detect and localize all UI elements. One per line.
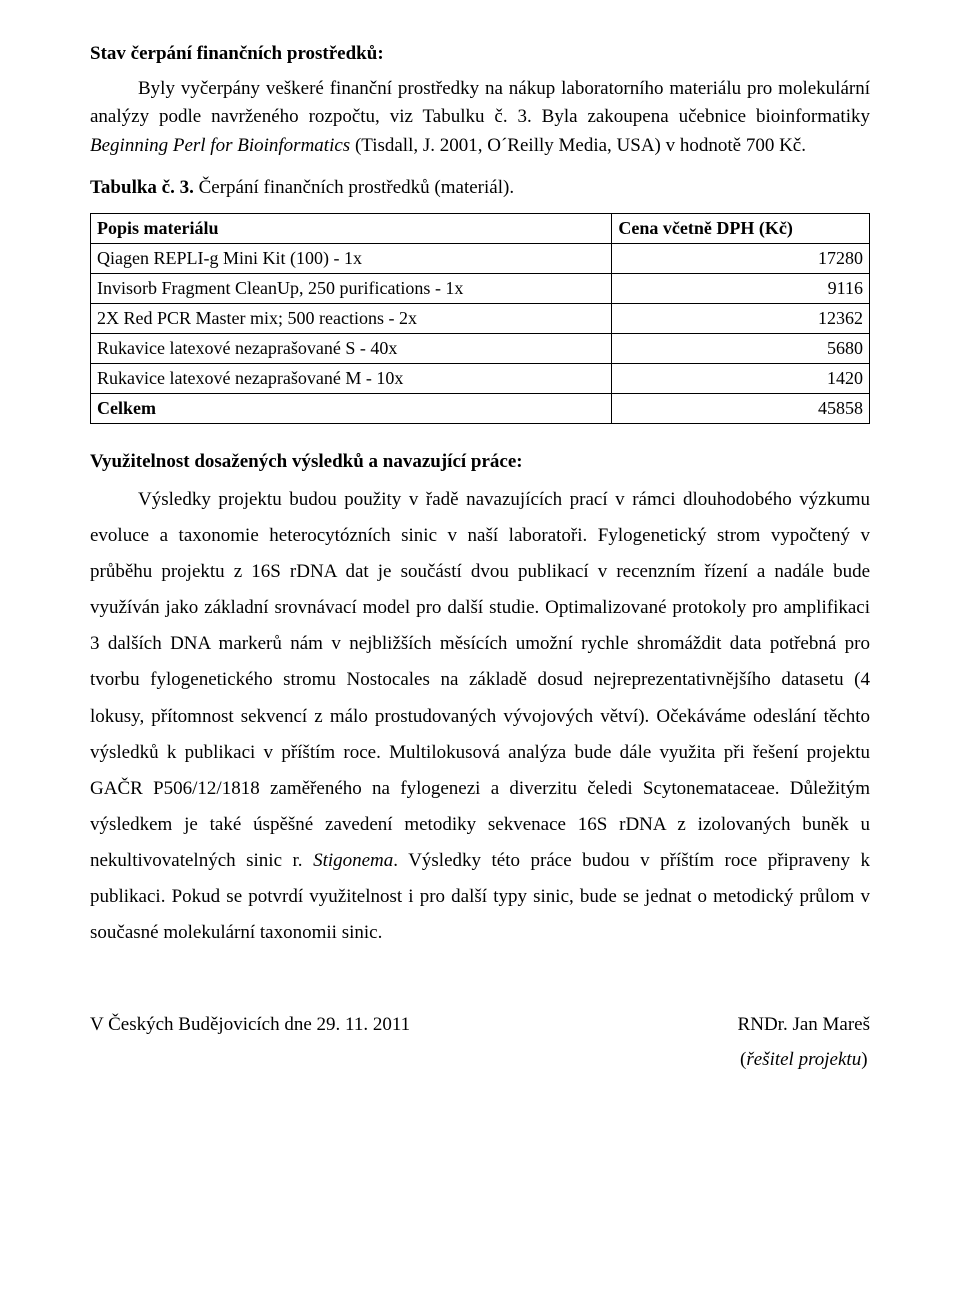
table-caption-rest: Čerpání finančních prostředků (materiál)… bbox=[194, 177, 514, 198]
cell-desc: Invisorb Fragment CleanUp, 250 purificat… bbox=[91, 273, 612, 303]
footer-right: RNDr. Jan Mareš (řešitel projektu) bbox=[738, 1011, 870, 1074]
p2-part-a: Výsledky projektu budou použity v řadě n… bbox=[90, 489, 870, 871]
table-total-row: Celkem 45858 bbox=[91, 393, 870, 423]
cell-desc: Rukavice latexové nezaprašované M - 10x bbox=[91, 363, 612, 393]
cell-desc: 2X Red PCR Master mix; 500 reactions - 2… bbox=[91, 303, 612, 333]
footer-author: RNDr. Jan Mareš bbox=[738, 1011, 870, 1040]
materials-table: Popis materiálu Cena včetně DPH (Kč) Qia… bbox=[90, 213, 870, 424]
col-header-popis: Popis materiálu bbox=[91, 213, 612, 243]
cell-price: 12362 bbox=[612, 303, 870, 333]
table-row: Rukavice latexové nezaprašované S - 40x … bbox=[91, 333, 870, 363]
cell-desc: Qiagen REPLI-g Mini Kit (100) - 1x bbox=[91, 243, 612, 273]
cell-price: 1420 bbox=[612, 363, 870, 393]
cell-price: 9116 bbox=[612, 273, 870, 303]
section2-paragraph: Výsledky projektu budou použity v řadě n… bbox=[90, 482, 870, 951]
footer-resitel: (řešitel projektu) bbox=[738, 1046, 870, 1075]
footer: V Českých Budějovicích dne 29. 11. 2011 … bbox=[90, 1011, 870, 1074]
p1-part-b-italic: Beginning Perl for Bioinformatics bbox=[90, 135, 350, 156]
section1-title: Stav čerpání finančních prostředků: bbox=[90, 40, 870, 69]
footer-left: V Českých Budějovicích dne 29. 11. 2011 bbox=[90, 1011, 410, 1074]
cell-total-label: Celkem bbox=[91, 393, 612, 423]
cell-price: 17280 bbox=[612, 243, 870, 273]
table-header-row: Popis materiálu Cena včetně DPH (Kč) bbox=[91, 213, 870, 243]
table-caption: Tabulka č. 3. Čerpání finančních prostře… bbox=[90, 174, 870, 203]
table-row: 2X Red PCR Master mix; 500 reactions - 2… bbox=[91, 303, 870, 333]
cell-price: 5680 bbox=[612, 333, 870, 363]
cell-total-value: 45858 bbox=[612, 393, 870, 423]
p1-part-c: (Tisdall, J. 2001, O´Reilly Media, USA) … bbox=[350, 135, 806, 156]
p2-part-b-italic: Stigonema bbox=[313, 850, 393, 871]
table-row: Rukavice latexové nezaprašované M - 10x … bbox=[91, 363, 870, 393]
section1-paragraph: Byly vyčerpány veškeré finanční prostřed… bbox=[90, 75, 870, 161]
table-row: Invisorb Fragment CleanUp, 250 purificat… bbox=[91, 273, 870, 303]
table-caption-bold: Tabulka č. 3. bbox=[90, 177, 194, 198]
cell-desc: Rukavice latexové nezaprašované S - 40x bbox=[91, 333, 612, 363]
section2-title: Využitelnost dosažených výsledků a navaz… bbox=[90, 448, 870, 477]
col-header-cena: Cena včetně DPH (Kč) bbox=[612, 213, 870, 243]
footer-resitel-italic: řešitel projektu bbox=[746, 1049, 861, 1070]
table-row: Qiagen REPLI-g Mini Kit (100) - 1x 17280 bbox=[91, 243, 870, 273]
p1-part-a: Byly vyčerpány veškeré finanční prostřed… bbox=[90, 78, 870, 128]
